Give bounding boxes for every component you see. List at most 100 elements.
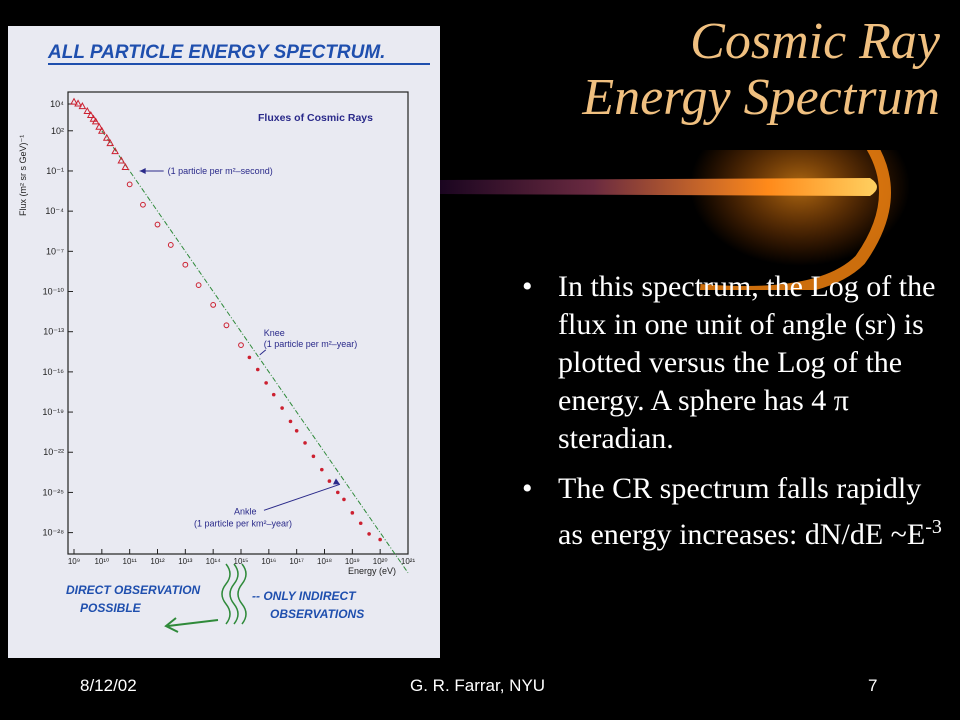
data-point [83, 106, 92, 115]
data-point [102, 133, 111, 141]
data-point [335, 490, 340, 495]
handwritten-arrow-icon [164, 617, 219, 633]
x-tick-label: 10¹⁷ [289, 557, 304, 566]
data-point [106, 139, 115, 147]
slide-title: Cosmic Ray Energy Spectrum [470, 14, 940, 126]
data-point [294, 428, 299, 433]
y-tick-label: 10⁻²⁵ [43, 487, 65, 497]
annotation-arrowhead [332, 478, 340, 485]
bullet-dot-icon: • [522, 472, 533, 505]
y-tick-label: 10⁻¹⁹ [42, 407, 64, 417]
y-tick-label: 10⁻²² [43, 447, 64, 457]
bullet-text-2: The CR spectrum falls rapidly as energy … [558, 472, 926, 551]
data-point [303, 441, 307, 445]
data-point [311, 454, 316, 459]
data-point [95, 122, 103, 130]
data-point [78, 102, 87, 110]
annotation-label: (1 particle per m²–year) [264, 339, 358, 349]
x-tick-label: 10¹¹ [123, 557, 138, 566]
data-point [86, 110, 95, 119]
energy-spectrum-chart: ALL PARTICLE ENERGY SPECTRUM. Fluxes of … [18, 42, 430, 633]
data-point [367, 532, 371, 536]
data-point [121, 162, 130, 170]
annotation-label: (1 particle per km²–year) [194, 518, 292, 528]
x-axis-ticks: 10⁹ 10¹⁰ 10¹¹ 10¹² 10¹³ 10¹⁴ 10¹⁵ 10¹⁶ 10¹⁷ 10¹⁸ 1… [68, 549, 416, 566]
x-tick-label: 10²⁰ [373, 557, 388, 566]
handwritten-title: ALL PARTICLE ENERGY SPECTRUM. [47, 42, 385, 63]
x-tick-label: 10¹³ [178, 557, 193, 566]
data-points [70, 97, 382, 542]
annotation-label: Knee [264, 328, 285, 338]
swoosh-bar [440, 178, 877, 196]
annotation-label: (1 particle per m²–second) [168, 166, 273, 176]
data-point [126, 181, 133, 188]
data-point [358, 521, 363, 526]
data-point [342, 497, 346, 502]
data-point [223, 322, 230, 329]
y-tick-label: 10⁻¹ [46, 166, 64, 176]
data-point [140, 201, 146, 208]
data-point [167, 242, 174, 248]
x-tick-label: 10⁹ [68, 557, 80, 566]
annotation-arrow [263, 483, 341, 511]
handwritten-divider-squiggle [221, 563, 247, 625]
data-point [271, 392, 276, 397]
x-tick-label: 10¹⁸ [317, 557, 332, 566]
data-point [91, 117, 100, 125]
bullet-text-1: In this spectrum, the Log of the flux in… [558, 270, 936, 455]
annotation-label: Ankle [234, 506, 257, 516]
bullet-item-1: • In this spectrum, the Log of the flux … [522, 268, 952, 458]
x-tick-label: 10¹⁵ [234, 557, 249, 566]
data-point [238, 342, 244, 348]
y-tick-label: 10⁻¹⁰ [43, 287, 65, 297]
y-tick-label: 10⁻¹⁶ [43, 367, 65, 377]
y-tick-label: 10⁻⁴ [45, 206, 64, 216]
data-point [350, 511, 355, 515]
bullet-item-2: • The CR spectrum falls rapidly as energ… [522, 470, 952, 554]
data-point [111, 147, 119, 155]
annotation-arrow [259, 349, 267, 356]
handwritten-observations: OBSERVATIONS [270, 607, 364, 621]
y-tick-label: 10⁻¹³ [43, 327, 64, 337]
data-point [288, 419, 293, 424]
x-axis-label: Energy (eV) [348, 566, 396, 576]
data-point [70, 97, 78, 105]
bullet-dot-icon: • [522, 270, 533, 303]
swoosh-arc [700, 150, 891, 290]
data-point [74, 99, 82, 107]
x-tick-label: 10¹⁹ [345, 557, 360, 566]
scanned-spectrum-figure: ALL PARTICLE ENERGY SPECTRUM. Fluxes of … [8, 26, 440, 658]
chart-title: Fluxes of Cosmic Rays [258, 112, 373, 124]
y-tick-label: 10² [51, 126, 64, 136]
decorative-swoosh [440, 150, 910, 290]
x-tick-label: 10¹⁴ [206, 557, 222, 566]
footer-date: 8/12/02 [80, 676, 137, 695]
x-tick-label: 10¹² [150, 557, 165, 566]
data-point [247, 355, 252, 360]
handwritten-direct-observation: DIRECT OBSERVATION [66, 583, 201, 597]
y-tick-label: 10⁻⁷ [46, 246, 64, 256]
data-point [154, 221, 161, 228]
bullet-text-2-exponent: -3 [925, 516, 942, 538]
data-point [320, 467, 324, 472]
y-axis-label: Flux (m² sr s GeV)⁻¹ [18, 135, 28, 216]
handwritten-possible: POSSIBLE [80, 601, 142, 615]
data-point [195, 282, 202, 289]
data-point [89, 114, 98, 122]
x-tick-label: 10¹⁶ [261, 557, 276, 566]
handwritten-only-indirect: -- ONLY INDIRECT [252, 589, 357, 603]
plot-frame [67, 91, 409, 555]
y-tick-label: 10⁴ [50, 99, 64, 109]
footer-page-number: 7 [868, 676, 878, 695]
data-point [255, 367, 260, 372]
slide-title-line-1: Cosmic Ray [690, 13, 940, 70]
footer-author: G. R. Farrar, NYU [410, 676, 546, 695]
annotations: (1 particle per m²–second)Knee(1 particl… [139, 166, 358, 528]
x-tick-label: 10²¹ [401, 557, 416, 566]
data-point [264, 381, 268, 385]
data-point [210, 302, 217, 308]
y-tick-label: 10⁻²⁸ [42, 528, 64, 538]
y-axis-ticks: 10⁴ 10² 10⁻¹ 10⁻⁴ 10⁻⁷ 10⁻¹⁰ 10⁻¹³ 10⁻¹⁶ 10⁻¹⁹ 10… [42, 99, 73, 538]
data-point [327, 479, 332, 483]
